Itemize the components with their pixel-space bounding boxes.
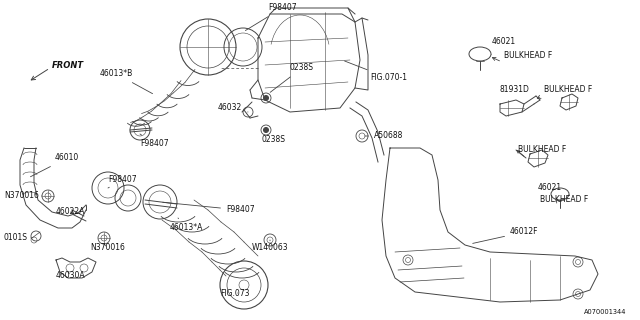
Text: A070001344: A070001344	[584, 309, 626, 315]
Ellipse shape	[551, 188, 569, 200]
Text: 46022A: 46022A	[56, 207, 85, 217]
Text: F98407: F98407	[163, 202, 255, 214]
Text: F98407: F98407	[245, 4, 296, 30]
Text: 0101S: 0101S	[4, 234, 31, 243]
Text: 46021: 46021	[492, 37, 516, 46]
Text: BULKHEAD F: BULKHEAD F	[518, 146, 566, 155]
Text: FRONT: FRONT	[52, 61, 84, 70]
Text: 46013*B: 46013*B	[100, 69, 152, 94]
Text: FIG.070-1: FIG.070-1	[344, 61, 407, 83]
Text: 46010: 46010	[31, 154, 79, 177]
Text: F98407: F98407	[140, 134, 168, 148]
Text: 46021: 46021	[538, 183, 562, 193]
Text: F98407: F98407	[108, 175, 136, 188]
Text: W140063: W140063	[252, 240, 289, 252]
Text: BULKHEAD F: BULKHEAD F	[504, 52, 552, 60]
Text: FIG.073: FIG.073	[220, 290, 250, 299]
Text: A50688: A50688	[365, 132, 403, 140]
Text: 46030A: 46030A	[56, 271, 86, 281]
Ellipse shape	[469, 47, 491, 61]
Text: N370016: N370016	[90, 244, 125, 252]
Text: 0238S: 0238S	[270, 63, 314, 92]
Circle shape	[264, 127, 269, 132]
Text: BULKHEAD F: BULKHEAD F	[544, 85, 592, 94]
Text: 46032: 46032	[218, 103, 248, 113]
Text: N370016: N370016	[4, 191, 42, 201]
Text: BULKHEAD F: BULKHEAD F	[540, 196, 588, 204]
Text: 46012F: 46012F	[473, 228, 538, 244]
Text: 46013*A: 46013*A	[170, 218, 204, 233]
Text: 0238S: 0238S	[262, 130, 286, 145]
Circle shape	[264, 95, 269, 100]
Text: 81931D: 81931D	[500, 85, 530, 94]
